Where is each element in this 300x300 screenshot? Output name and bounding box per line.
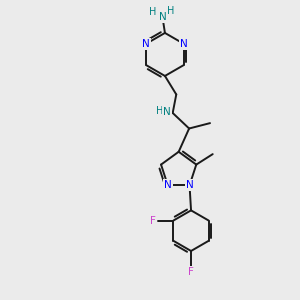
Text: N: N — [164, 180, 172, 190]
Text: H: H — [156, 106, 163, 116]
Text: N: N — [159, 12, 167, 22]
Text: H: H — [149, 7, 157, 17]
Text: N: N — [164, 107, 171, 117]
Text: H: H — [167, 6, 175, 16]
Text: N: N — [186, 180, 194, 190]
Text: N: N — [142, 39, 150, 49]
Text: N: N — [180, 39, 188, 49]
Text: F: F — [150, 215, 155, 226]
Text: F: F — [188, 268, 194, 278]
